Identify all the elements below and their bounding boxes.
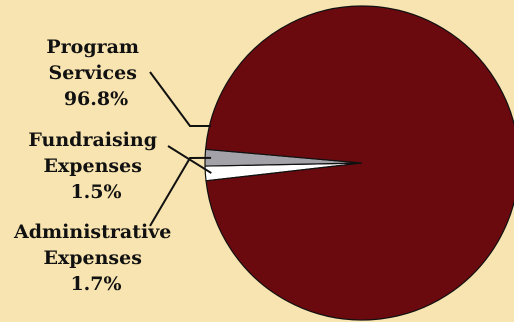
label-fundraising-line1: Fundraising	[28, 129, 157, 151]
label-program-services: Program Services 96.8%	[46, 36, 145, 110]
label-administrative-expenses: Administrative Expenses 1.7%	[13, 221, 178, 295]
pie-slices	[204, 5, 514, 321]
leader-program-services	[149, 71, 212, 127]
label-fundraising-line2: Expenses	[43, 155, 141, 177]
label-program-services-value: 96.8%	[64, 88, 128, 110]
slice-program-services	[204, 5, 514, 321]
label-administrative-line1: Administrative	[13, 221, 171, 243]
label-program-services-line2: Services	[48, 62, 136, 84]
label-fundraising-value: 1.5%	[70, 181, 121, 203]
label-administrative-line2: Expenses	[43, 247, 141, 269]
label-fundraising-expenses: Fundraising Expenses 1.5%	[28, 129, 163, 203]
leader-lines	[149, 71, 212, 227]
label-program-services-line1: Program	[46, 36, 139, 58]
leader-administrative-expenses	[149, 156, 212, 227]
label-administrative-value: 1.7%	[70, 273, 121, 295]
